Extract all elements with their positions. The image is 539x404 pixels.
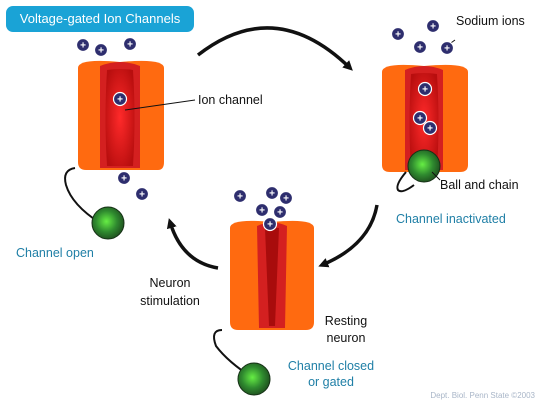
sodium-ion-plus: + [80, 41, 86, 52]
sodium-ion-plus: + [427, 124, 433, 135]
sodium-ion-plus: + [121, 174, 127, 185]
sodium-ion [417, 81, 433, 97]
sodium-ion [412, 110, 428, 126]
ball-inactivated [407, 149, 441, 183]
sodium-ion [425, 18, 441, 34]
sodium-ion-plus: + [269, 189, 275, 200]
cycle-arrow-top [196, 26, 353, 71]
sodium-ion [112, 91, 128, 107]
sodium-ion [390, 26, 406, 42]
sodium-ion-plus: + [259, 206, 265, 217]
ion-channel-label: Ion channel [198, 93, 263, 107]
resting-neuron-line-2: neuron [326, 331, 366, 345]
credit-watermark: Dept. Biol. Penn State ©2003 [430, 391, 535, 400]
sodium-ion-plus: + [277, 208, 283, 219]
ion-channel-pointer [124, 99, 196, 111]
channel-closed-line-1: Channel closed [287, 359, 375, 373]
sodium-ion-group: + ++++++++ +++++ + ++ ++ [75, 18, 455, 232]
sodium-ion [262, 216, 278, 232]
channel-open-label: Channel open [16, 246, 94, 260]
chain-closed [213, 329, 254, 379]
sodium-ion-plus: + [417, 43, 423, 54]
sodium-ion-plus: + [237, 192, 243, 203]
sodium-ion [116, 170, 132, 186]
sodium-ion-plus: + [422, 85, 428, 96]
channel-closed-protein [230, 220, 314, 330]
sodium-ion [75, 37, 91, 53]
neuron-stimulation-line-2: stimulation [140, 294, 200, 308]
sodium-ion-plus: + [127, 40, 133, 51]
sodium-ion [122, 36, 138, 52]
chain-inactivated [396, 171, 415, 193]
cycle-arrow-right [318, 204, 379, 268]
sodium-ion [439, 40, 455, 56]
sodium-ion [278, 190, 294, 206]
sodium-ion-plus: + [283, 194, 289, 205]
diagram-title: Voltage-gated Ion Channels [19, 11, 181, 26]
cycle-arrow-left [166, 218, 219, 270]
sodium-ion-plus: + [430, 22, 436, 33]
ball-and-chain-label: Ball and chain [440, 178, 519, 192]
sodium-ion [272, 204, 288, 220]
sodium-ion [134, 186, 150, 202]
ball-open [91, 206, 125, 240]
sodium-ion [422, 120, 438, 136]
sodium-ion [264, 185, 280, 201]
sodium-ion-plus: + [139, 190, 145, 201]
channel-closed-label: Channel closed or gated [285, 358, 377, 390]
sodium-ions-label: Sodium ions [456, 14, 525, 28]
channel-closed-line-2: or gated [308, 375, 354, 389]
sodium-ion-plus: + [417, 114, 423, 125]
sodium-ion-plus: + [395, 30, 401, 41]
resting-neuron-line-1: Resting [324, 314, 368, 328]
sodium-ion [232, 188, 248, 204]
sodium-ion-plus: + [444, 44, 450, 55]
channel-open-protein [78, 60, 164, 170]
sodium-ion-plus: + [98, 46, 104, 57]
chain-open [64, 167, 101, 224]
ball-chain-pointer [431, 171, 441, 181]
sodium-ion-plus: + [267, 220, 273, 231]
resting-neuron-label: Resting neuron [318, 313, 374, 347]
sodium-ion-plus: + [117, 95, 123, 106]
sodium-ion [412, 39, 428, 55]
title-badge: Voltage-gated Ion Channels [6, 6, 194, 32]
ball-closed [237, 362, 271, 396]
neuron-stimulation-label: Neuron stimulation [130, 274, 210, 310]
sodium-ion [93, 42, 109, 58]
channel-inactivated-label: Channel inactivated [396, 212, 506, 226]
neuron-stimulation-line-1: Neuron [149, 276, 191, 290]
sodium-ion [254, 202, 270, 218]
